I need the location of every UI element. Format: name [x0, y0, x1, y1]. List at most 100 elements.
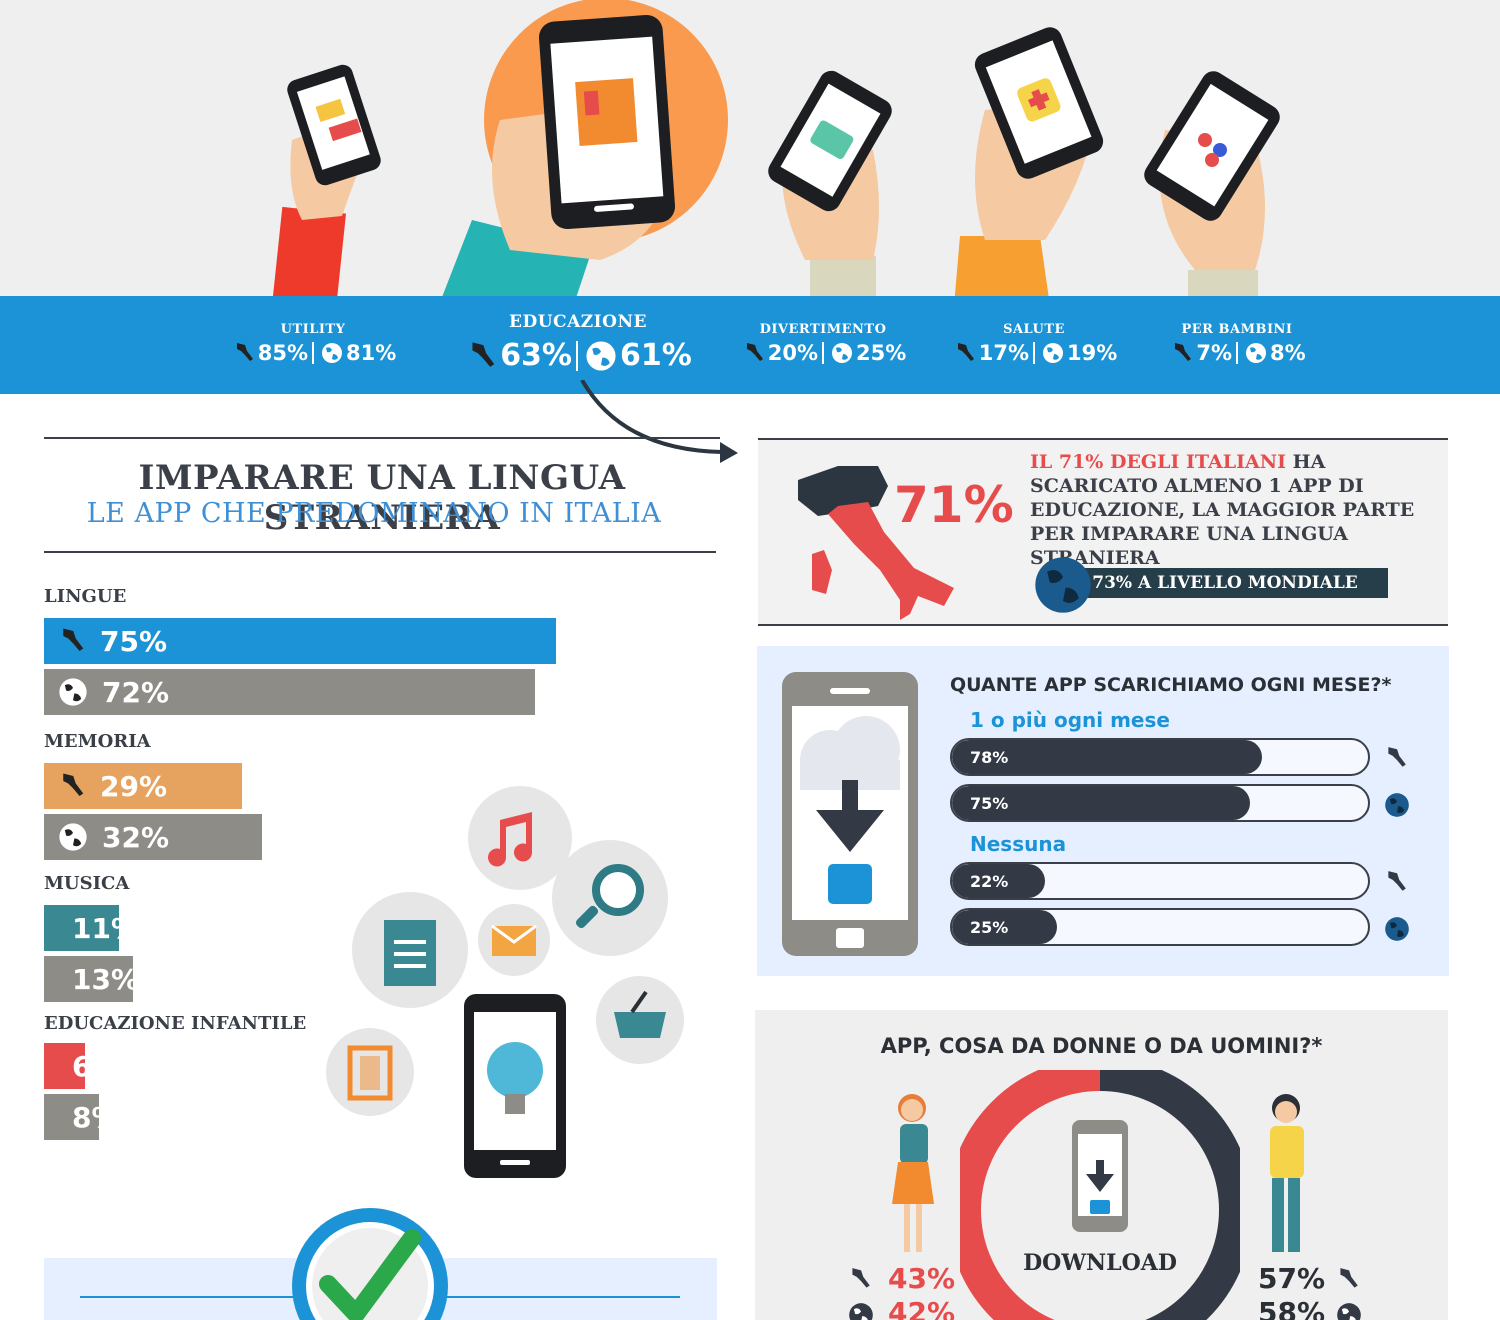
- progress-value: 78%: [970, 747, 1009, 767]
- group-label: EDUCAZIONE INFANTILE: [44, 1013, 307, 1034]
- bar-infantile-italy: 6%: [44, 1043, 120, 1089]
- world-value: 81%: [346, 341, 397, 365]
- italy-value: 17%: [978, 341, 1029, 365]
- italy-value: 20%: [767, 341, 818, 365]
- globe-icon: [1385, 917, 1409, 941]
- italy-map-icon: [798, 466, 954, 620]
- category-educazione: EDUCAZIONE 63% 61%: [452, 296, 704, 373]
- hand-phone-icon: [768, 70, 892, 296]
- world-badge: 73% A LIVELLO MONDIALE: [1062, 568, 1388, 598]
- italy-icon: [63, 773, 84, 796]
- globe-icon: [586, 340, 616, 371]
- italy-icon: [63, 628, 84, 651]
- bar-value: 32%: [102, 820, 170, 854]
- hand-phone-icon: [272, 64, 381, 296]
- hero-illustration: [0, 0, 1500, 296]
- bar-value: 72%: [102, 675, 170, 709]
- italy-value: 63%: [500, 338, 572, 373]
- progress-italy-none: 22%: [950, 862, 1370, 900]
- bar-value: 6%: [72, 1049, 120, 1083]
- world-value: 8%: [1270, 341, 1306, 365]
- progress-value: 75%: [970, 793, 1009, 813]
- bar-value: 75%: [100, 624, 168, 658]
- apps-illustration: [326, 786, 684, 1178]
- film-icon: [347, 1045, 393, 1101]
- globe-icon: [1337, 1303, 1361, 1320]
- italy-icon: [957, 343, 974, 361]
- category-salute: SALUTE 17% 19%: [944, 296, 1124, 365]
- italy-icon: [236, 343, 253, 361]
- globe-icon: [1385, 793, 1409, 817]
- hand-phone-icon: [954, 27, 1104, 296]
- italy-value: 7%: [1196, 341, 1232, 365]
- bar-lingue-world: 72%: [44, 669, 535, 715]
- category-label: SALUTE: [1003, 322, 1065, 337]
- women-italy-value: 43%: [888, 1262, 956, 1295]
- hand-phone-icon: [1144, 71, 1280, 296]
- bar-musica-italy: 11%: [44, 905, 139, 951]
- world-value: 25%: [856, 341, 907, 365]
- category-per-bambini: PER BAMBINI 7% 8%: [1158, 296, 1316, 365]
- gender-title: APP, COSA DA DONNE O DA UOMINI?*: [880, 1034, 1323, 1058]
- bar-memoria-italy: 29%: [44, 763, 242, 809]
- italy-icon: [1175, 343, 1192, 361]
- category-band: UTILITY 85% 81% EDUCAZIONE 63% 61% DIVER…: [0, 296, 1500, 394]
- category-label: EDUCAZIONE: [509, 312, 647, 332]
- magnifier-icon: [575, 864, 644, 929]
- progress-fill: 25%: [952, 910, 1058, 944]
- italy-icon: [472, 341, 495, 367]
- progress-value: 22%: [970, 871, 1009, 891]
- category-label: DIVERTIMENTO: [759, 322, 887, 337]
- bar-infantile-world: 8%: [44, 1094, 120, 1140]
- globe-icon: [832, 343, 852, 363]
- mail-icon: [491, 924, 537, 956]
- world-value: 19%: [1067, 341, 1118, 365]
- cloud-download-icon: [782, 672, 918, 956]
- italy-icon: [1388, 747, 1406, 767]
- progress-italy-one-or-more: 78%: [950, 738, 1370, 776]
- gender-donut: [960, 1070, 1240, 1320]
- italy-icon: [1340, 1268, 1358, 1288]
- category-utility: UTILITY 85% 81%: [222, 296, 404, 365]
- progress-fill: 75%: [952, 786, 1251, 820]
- bar-musica-world: 13%: [44, 956, 139, 1002]
- category-label: PER BAMBINI: [1181, 322, 1293, 337]
- men-italy-value: 57%: [1258, 1262, 1326, 1295]
- donut-center-label: DOWNLOAD: [1023, 1250, 1177, 1276]
- big-percent: 71%: [894, 476, 1014, 534]
- category-divertimento: DIVERTIMENTO 20% 25%: [730, 296, 916, 365]
- group-label: LINGUE: [44, 586, 127, 607]
- world-value: 61%: [620, 338, 692, 373]
- man-icon: [1270, 1094, 1304, 1252]
- document-icon: [384, 920, 436, 986]
- progress-fill: 22%: [952, 864, 1046, 898]
- globe-icon: [322, 343, 342, 363]
- category-label: UTILITY: [280, 322, 346, 337]
- group-label: MUSICA: [44, 873, 130, 894]
- progress-world-none: 25%: [950, 908, 1370, 946]
- globe-icon: [59, 823, 87, 851]
- bar-value: 11%: [72, 911, 140, 945]
- women-world-value: 42%: [888, 1296, 956, 1320]
- italy-icon: [852, 1268, 870, 1288]
- progress-value: 25%: [970, 917, 1009, 937]
- globe-icon: [1043, 343, 1063, 363]
- section-subtitle: LE APP CHE PREDOMINANO IN ITALIA: [86, 498, 662, 529]
- arrow-icon: [580, 380, 738, 463]
- checkmark-badge-icon: [292, 1208, 448, 1320]
- divider: [44, 437, 720, 439]
- italy-icon: [1388, 871, 1406, 891]
- music-note-icon: [488, 812, 533, 867]
- globe-icon: [1246, 343, 1266, 363]
- bar-memoria-world: 32%: [44, 814, 262, 860]
- bar-value: 29%: [100, 769, 168, 803]
- section-title: IMPARARE UNA LINGUA STRANIERA: [138, 458, 626, 538]
- progress-fill: 78%: [952, 740, 1263, 774]
- basket-icon: [614, 990, 666, 1038]
- bar-value: 13%: [72, 962, 140, 996]
- woman-icon: [892, 1094, 934, 1252]
- subtitle-none: Nessuna: [970, 832, 1067, 856]
- hand-phone-icon: [442, 15, 676, 296]
- globe-icon: [59, 678, 87, 706]
